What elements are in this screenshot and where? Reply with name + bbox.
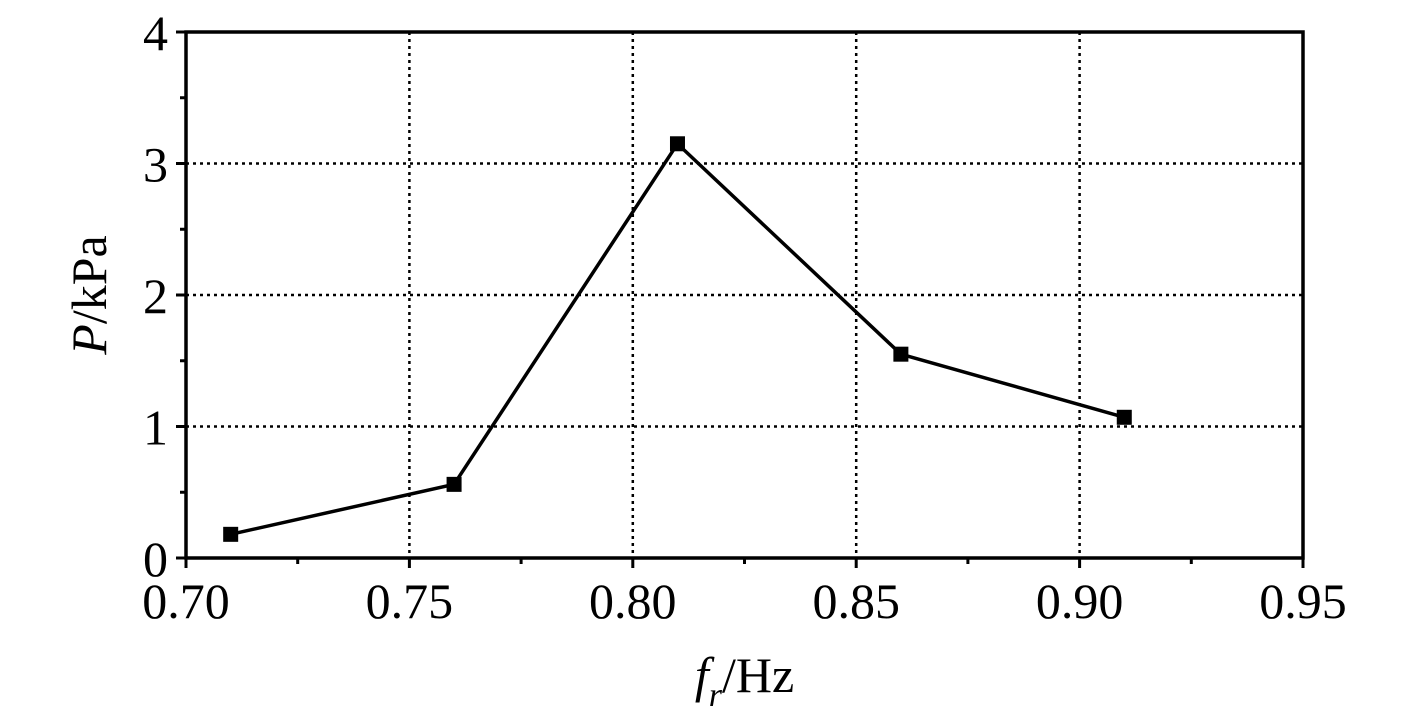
x-tick-label: 0.95 — [1259, 573, 1347, 629]
x-axis-label: fr/Hz — [695, 647, 794, 714]
x-tick-label: 0.80 — [589, 573, 677, 629]
data-point-marker — [669, 136, 685, 152]
data-point-marker — [446, 476, 462, 492]
plot-frame — [184, 30, 1305, 560]
y-axis-label: P/kPa — [61, 235, 117, 355]
y-tick-labels: 0 1 2 3 4 — [143, 5, 168, 587]
axis-ticks — [176, 30, 1305, 568]
y-tick-label: 3 — [143, 137, 168, 193]
x-tick-label: 0.85 — [812, 573, 900, 629]
x-axis-subscript: r — [709, 677, 723, 714]
data-series — [223, 136, 1132, 542]
series-line — [230, 141, 1125, 537]
y-tick-label: 0 — [143, 531, 168, 587]
y-tick-label: 2 — [143, 268, 168, 324]
x-tick-labels: 0.70 0.75 0.80 0.85 0.90 0.95 — [142, 573, 1347, 629]
y-axis-unit: /kPa — [61, 235, 117, 324]
data-point-marker — [223, 526, 239, 542]
y-tick-label: 4 — [143, 5, 168, 61]
grid-lines — [186, 32, 1303, 558]
x-tick-label: 0.75 — [366, 573, 454, 629]
x-axis-unit: /Hz — [722, 647, 794, 703]
x-tick-label: 0.90 — [1036, 573, 1124, 629]
y-tick-label: 1 — [143, 400, 168, 456]
data-point-marker — [893, 346, 909, 362]
y-axis-symbol: P — [61, 324, 117, 356]
data-point-marker — [1116, 409, 1132, 425]
x-tick-label: 0.70 — [142, 573, 230, 629]
